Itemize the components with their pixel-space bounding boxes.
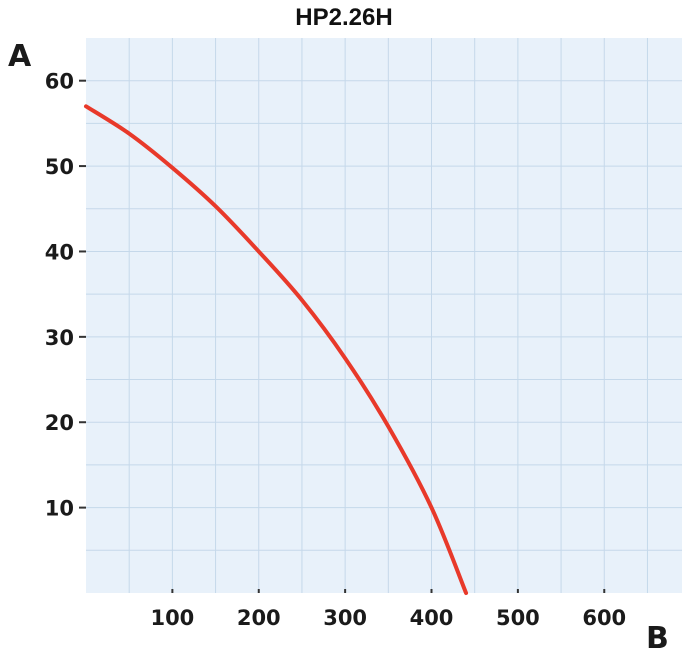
- x-tick-label: 500: [496, 606, 540, 630]
- pump-curve-line: [84, 104, 469, 595]
- x-tick-label: 600: [582, 606, 626, 630]
- x-tick-label: 300: [323, 606, 367, 630]
- y-tick-label: 40: [45, 240, 74, 264]
- x-axis-label: B: [646, 621, 669, 652]
- y-tick-label: 30: [45, 326, 74, 350]
- y-tick-label: 50: [45, 155, 74, 179]
- y-tick-label: 10: [45, 497, 74, 521]
- x-tick-label: 100: [150, 606, 194, 630]
- y-axis-label: A: [8, 39, 32, 74]
- chart-title: HP2.26H: [295, 4, 393, 31]
- y-tick-label: 60: [45, 70, 74, 94]
- x-tick-label: 400: [410, 606, 454, 630]
- plot-area: [86, 38, 682, 593]
- x-tick-label: 200: [237, 606, 281, 630]
- y-tick-label: 20: [45, 411, 74, 435]
